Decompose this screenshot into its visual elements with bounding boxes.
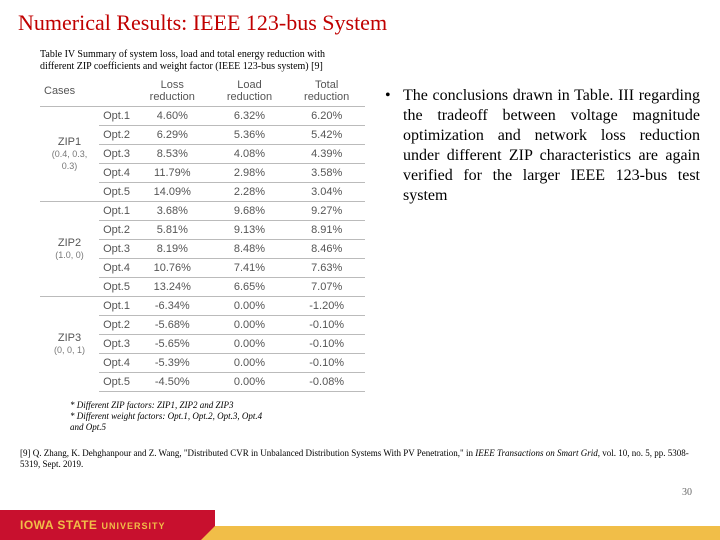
table-row: ZIP2(1.0, 0)Opt.13.68%9.68%9.27% — [40, 202, 365, 221]
university-logo: IOWA STATE UNIVERSITY — [0, 510, 215, 540]
table-row: ZIP1(0.4, 0.3, 0.3)Opt.14.60%6.32%6.20% — [40, 107, 365, 126]
bullet-icon: • — [385, 86, 403, 206]
table-caption: Table IV Summary of system loss, load an… — [0, 41, 340, 76]
citation: [9] Q. Zhang, K. Dehghanpour and Z. Wang… — [0, 432, 720, 470]
footnote-line: * Different ZIP factors: ZIP1, ZIP2 and … — [70, 400, 270, 411]
table-row: ZIP3(0, 0, 1)Opt.1-6.34%0.00%-1.20% — [40, 297, 365, 316]
footer: IOWA STATE UNIVERSITY — [0, 510, 720, 540]
page-title: Numerical Results: IEEE 123-bus System — [0, 0, 720, 41]
table-footnotes: * Different ZIP factors: ZIP1, ZIP2 and … — [0, 392, 270, 432]
results-table: CasesLoss reductionLoad reductionTotal r… — [40, 76, 365, 392]
page-number: 30 — [682, 487, 692, 498]
conclusion-text: • The conclusions drawn in Table. III re… — [365, 76, 700, 392]
conclusion-body: The conclusions drawn in Table. III rega… — [403, 86, 700, 206]
footnote-line: * Different weight factors: Opt.1, Opt.2… — [70, 411, 270, 433]
